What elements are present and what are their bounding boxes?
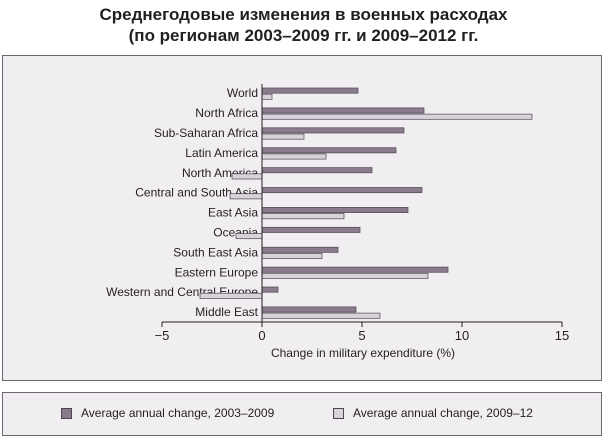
category-label-south-east-asia: South East Asia bbox=[173, 245, 258, 259]
category-label-world: World bbox=[227, 86, 258, 100]
category-label-latin-america: Latin America bbox=[185, 146, 258, 160]
x-tick-label-2: 5 bbox=[358, 328, 365, 343]
bar-eastern-europe-series-2 bbox=[261, 272, 429, 279]
x-tick-label-1: 0 bbox=[258, 328, 265, 343]
x-axis-label: Change in military expenditure (%) bbox=[271, 346, 455, 360]
bar-western-and-central-europe-series-2 bbox=[199, 292, 263, 299]
legend-item-series-2: Average annual change, 2009–12 bbox=[333, 406, 533, 420]
bar-sub-saharan-africa-series-1 bbox=[261, 127, 405, 134]
bar-east-asia-series-2 bbox=[261, 213, 345, 220]
chart-title-line-1: Среднегодовые изменения в военных расход… bbox=[99, 5, 508, 24]
bar-latin-america-series-2 bbox=[261, 153, 327, 160]
legend-item-series-1: Average annual change, 2003–2009 bbox=[61, 406, 274, 420]
category-label-east-asia: East Asia bbox=[208, 206, 258, 220]
chart-title: Среднегодовые изменения в военных расход… bbox=[0, 4, 607, 46]
category-label-middle-east: Middle East bbox=[195, 305, 258, 319]
bar-south-east-asia-series-2 bbox=[261, 253, 323, 259]
legend-label-series-2: Average annual change, 2009–12 bbox=[353, 406, 533, 420]
category-label-eastern-europe: Eastern Europe bbox=[175, 265, 259, 279]
legend-swatch-series-2 bbox=[333, 407, 344, 419]
bar-western-and-central-europe-series-1 bbox=[261, 286, 279, 293]
bar-east-asia-series-1 bbox=[261, 207, 409, 213]
bar-sub-saharan-africa-series-2 bbox=[261, 133, 305, 140]
category-label-central-and-south-asia: Central and South Asia bbox=[135, 186, 258, 200]
category-label-north-africa: North Africa bbox=[195, 106, 258, 120]
chart-title-line-2: (по регионам 2003–2009 гг. и 2009–2012 г… bbox=[128, 26, 479, 45]
bar-central-and-south-asia-series-1 bbox=[261, 187, 423, 194]
bar-latin-america-series-1 bbox=[261, 147, 397, 154]
bar-north-africa-series-1 bbox=[261, 107, 425, 114]
legend-label-series-1: Average annual change, 2003–2009 bbox=[81, 406, 275, 420]
bar-eastern-europe-series-1 bbox=[261, 266, 449, 273]
bar-middle-east-series-1 bbox=[261, 306, 357, 313]
category-label-sub-saharan-africa: Sub-Saharan Africa bbox=[154, 126, 258, 140]
bar-south-east-asia-series-1 bbox=[261, 246, 339, 253]
bar-oceania-series-1 bbox=[261, 226, 361, 233]
x-tick-label-4: 15 bbox=[555, 328, 569, 343]
x-tick-label-3: 10 bbox=[455, 328, 469, 343]
bar-north-america-series-2 bbox=[231, 173, 263, 180]
bar-north-africa-series-2 bbox=[261, 113, 533, 120]
bar-middle-east-series-2 bbox=[261, 312, 381, 319]
legend: Average annual change, 2003–2009 Average… bbox=[2, 392, 602, 436]
bar-north-america-series-1 bbox=[261, 167, 373, 174]
bar-central-and-south-asia-series-2 bbox=[229, 193, 263, 200]
bar-oceania-series-2 bbox=[235, 233, 263, 240]
bar-world-series-1 bbox=[261, 87, 359, 94]
legend-swatch-series-1 bbox=[61, 407, 72, 419]
x-tick-label-0: −5 bbox=[155, 328, 170, 343]
bar-world-series-2 bbox=[261, 93, 273, 100]
